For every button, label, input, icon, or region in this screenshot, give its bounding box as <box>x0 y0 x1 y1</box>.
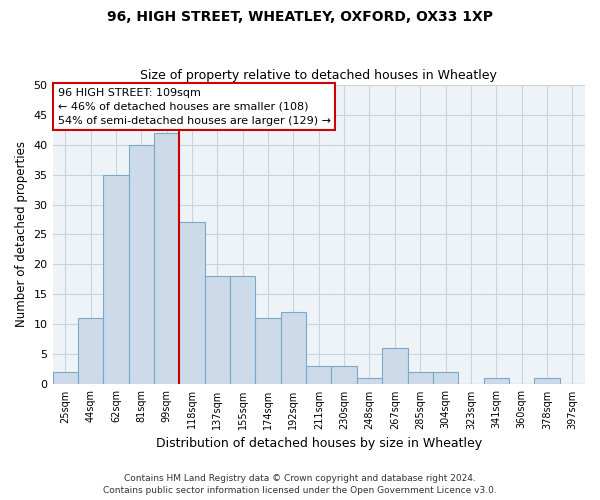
Bar <box>128 144 154 384</box>
Bar <box>179 222 205 384</box>
Bar <box>357 378 382 384</box>
Text: 96, HIGH STREET, WHEATLEY, OXFORD, OX33 1XP: 96, HIGH STREET, WHEATLEY, OXFORD, OX33 … <box>107 10 493 24</box>
Bar <box>331 366 357 384</box>
Text: Contains HM Land Registry data © Crown copyright and database right 2024.
Contai: Contains HM Land Registry data © Crown c… <box>103 474 497 495</box>
X-axis label: Distribution of detached houses by size in Wheatley: Distribution of detached houses by size … <box>156 437 482 450</box>
Y-axis label: Number of detached properties: Number of detached properties <box>15 142 28 328</box>
Bar <box>306 366 331 384</box>
Bar <box>407 372 433 384</box>
Title: Size of property relative to detached houses in Wheatley: Size of property relative to detached ho… <box>140 69 497 82</box>
Bar <box>205 276 230 384</box>
Bar <box>154 132 179 384</box>
Bar <box>534 378 560 384</box>
Bar <box>484 378 509 384</box>
Bar <box>256 318 281 384</box>
Bar <box>78 318 103 384</box>
Bar <box>103 174 128 384</box>
Bar <box>382 348 407 384</box>
Bar <box>281 312 306 384</box>
Bar <box>53 372 78 384</box>
Bar <box>433 372 458 384</box>
Bar <box>230 276 256 384</box>
Text: 96 HIGH STREET: 109sqm
← 46% of detached houses are smaller (108)
54% of semi-de: 96 HIGH STREET: 109sqm ← 46% of detached… <box>58 88 331 126</box>
